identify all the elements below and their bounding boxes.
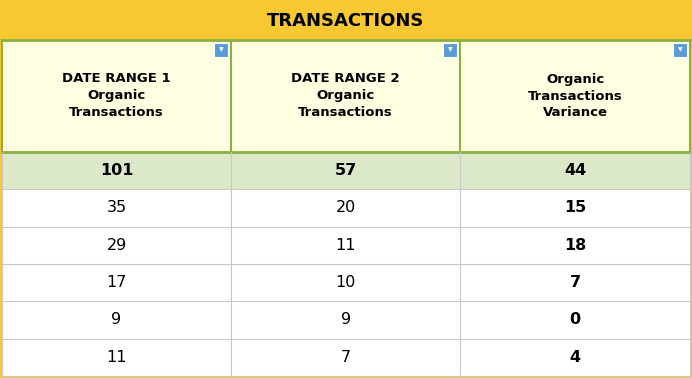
Bar — [231, 40, 460, 152]
Bar — [231, 152, 460, 189]
Bar — [2, 301, 231, 339]
Text: 9: 9 — [111, 313, 122, 327]
Text: 15: 15 — [564, 200, 586, 215]
Text: DATE RANGE 1
Organic
Transactions: DATE RANGE 1 Organic Transactions — [62, 73, 171, 119]
Text: 7: 7 — [340, 350, 351, 365]
Bar — [231, 301, 460, 339]
Bar — [2, 339, 231, 376]
Bar — [214, 43, 228, 57]
Bar — [460, 301, 690, 339]
Bar — [460, 339, 690, 376]
Text: Organic
Transactions
Variance: Organic Transactions Variance — [528, 73, 623, 119]
Text: 10: 10 — [336, 275, 356, 290]
Bar — [460, 40, 690, 152]
Text: 0: 0 — [570, 313, 581, 327]
Bar — [2, 189, 231, 227]
Bar — [2, 264, 231, 301]
Text: ▼: ▼ — [219, 48, 224, 53]
Text: 7: 7 — [570, 275, 581, 290]
Text: 17: 17 — [107, 275, 127, 290]
Text: 57: 57 — [334, 163, 357, 178]
Text: 4: 4 — [570, 350, 581, 365]
Bar — [460, 264, 690, 301]
Text: 18: 18 — [564, 238, 586, 253]
Text: 20: 20 — [336, 200, 356, 215]
Bar — [460, 152, 690, 189]
Text: 11: 11 — [336, 238, 356, 253]
Bar — [231, 264, 460, 301]
Text: TRANSACTIONS: TRANSACTIONS — [267, 12, 425, 30]
Text: 101: 101 — [100, 163, 134, 178]
Bar — [231, 227, 460, 264]
Text: 11: 11 — [107, 350, 127, 365]
Bar — [460, 227, 690, 264]
Bar — [2, 227, 231, 264]
Text: 35: 35 — [107, 200, 127, 215]
Bar — [443, 43, 457, 57]
Bar — [673, 43, 687, 57]
Bar — [460, 189, 690, 227]
Text: ▼: ▼ — [448, 48, 453, 53]
Text: 9: 9 — [340, 313, 351, 327]
Text: ▼: ▼ — [677, 48, 682, 53]
Text: 29: 29 — [107, 238, 127, 253]
Text: DATE RANGE 2
Organic
Transactions: DATE RANGE 2 Organic Transactions — [291, 73, 400, 119]
Text: 44: 44 — [564, 163, 586, 178]
Bar — [2, 40, 231, 152]
Bar — [231, 339, 460, 376]
Bar — [2, 152, 231, 189]
Bar — [231, 189, 460, 227]
